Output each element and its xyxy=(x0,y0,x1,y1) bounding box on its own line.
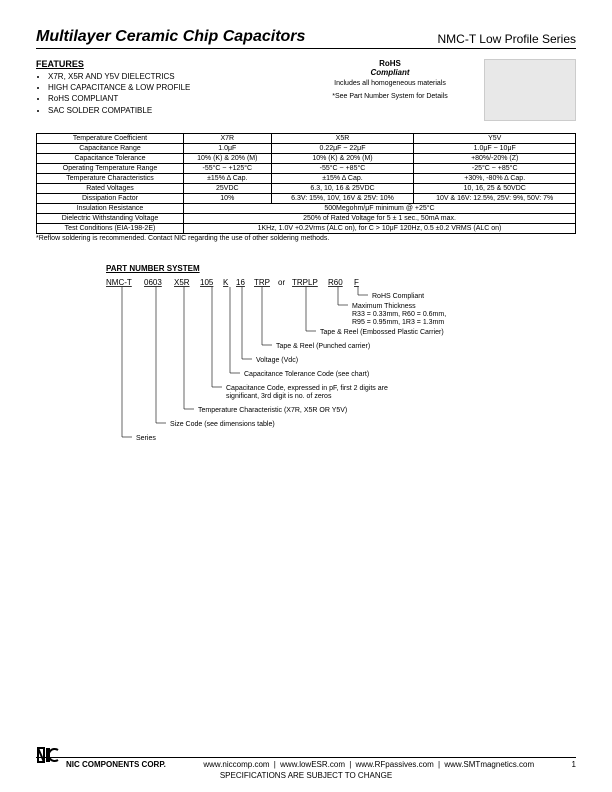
page-number: 1 xyxy=(572,760,576,769)
svg-text:Maximum Thickness: Maximum Thickness xyxy=(352,303,416,310)
features-row: FEATURES X7R, X5R AND Y5V DIELECTRICS HI… xyxy=(36,59,576,121)
series-label: NMC-T Low Profile Series xyxy=(438,32,576,46)
svg-text:NMC-T: NMC-T xyxy=(106,278,132,287)
svg-text:Capacitance Tolerance Code (se: Capacitance Tolerance Code (see chart) xyxy=(244,371,369,378)
rohs-sub: Includes all homogeneous materials xyxy=(296,80,484,87)
svg-text:Size Code (see dimensions tabl: Size Code (see dimensions table) xyxy=(170,421,275,428)
svg-text:Capacitance Code, expressed in: Capacitance Code, expressed in pF, first… xyxy=(226,385,388,392)
page-title: Multilayer Ceramic Chip Capacitors xyxy=(36,28,305,46)
header: Multilayer Ceramic Chip Capacitors NMC-T… xyxy=(36,28,576,49)
svg-text:105: 105 xyxy=(200,278,214,287)
feature-item: HIGH CAPACITANCE & LOW PROFILE xyxy=(48,82,296,93)
feature-item: RoHS COMPLIANT xyxy=(48,93,296,104)
pns-heading: PART NUMBER SYSTEM xyxy=(106,264,576,273)
spec-table: Temperature CoefficientX7RX5RY5VCapacita… xyxy=(36,133,576,234)
features: FEATURES X7R, X5R AND Y5V DIELECTRICS HI… xyxy=(36,59,296,121)
pns-diagram: NMC-T 0603 X5R 105 K 16 TRP or TRPLP R60 F RoHS Com… xyxy=(106,275,526,475)
features-heading: FEATURES xyxy=(36,59,296,69)
svg-text:Tape & Reel (Punched carrier): Tape & Reel (Punched carrier) xyxy=(276,343,370,350)
reflow-note: *Reflow soldering is recommended. Contac… xyxy=(36,235,576,242)
rohs-compliant: Compliant xyxy=(296,68,484,77)
rohs-col: RoHS Compliant Includes all homogeneous … xyxy=(296,59,484,121)
svg-text:R95 = 0.95mm, 1R3 = 1.3mm: R95 = 0.95mm, 1R3 = 1.3mm xyxy=(352,319,444,326)
rohs-note: *See Part Number System for Details xyxy=(296,93,484,100)
svg-text:Series: Series xyxy=(136,435,156,442)
features-list: X7R, X5R AND Y5V DIELECTRICS HIGH CAPACI… xyxy=(36,71,296,116)
svg-text:Temperature Characteristic (X7: Temperature Characteristic (X7R, X5R OR … xyxy=(198,407,347,414)
svg-text:Voltage (Vdc): Voltage (Vdc) xyxy=(256,357,298,364)
svg-text:Tape & Reel (Embossed Plastic: Tape & Reel (Embossed Plastic Carrier) xyxy=(320,329,444,336)
footer-links: www.niccomp.com | www.lowESR.com | www.R… xyxy=(166,760,572,769)
svg-text:0603: 0603 xyxy=(144,278,162,287)
svg-text:significant, 3rd digit is no.: significant, 3rd digit is no. of zeros xyxy=(226,393,332,400)
product-image xyxy=(484,59,576,121)
footer-bar: NIC COMPONENTS CORP. www.niccomp.com | w… xyxy=(36,757,576,769)
svg-text:TRP: TRP xyxy=(254,278,270,287)
svg-text:K: K xyxy=(223,278,229,287)
svg-text:X5R: X5R xyxy=(174,278,190,287)
svg-text:or: or xyxy=(278,278,285,287)
svg-text:RoHS Compliant: RoHS Compliant xyxy=(372,293,424,300)
footer: NIC COMPONENTS CORP. www.niccomp.com | w… xyxy=(36,757,576,780)
svg-text:F: F xyxy=(354,278,359,287)
page: Multilayer Ceramic Chip Capacitors NMC-T… xyxy=(0,0,612,792)
svg-text:R33 = 0.33mm, R60 = 0.6mm,: R33 = 0.33mm, R60 = 0.6mm, xyxy=(352,311,446,318)
corp-name: NIC COMPONENTS CORP. xyxy=(66,760,166,769)
feature-item: X7R, X5R AND Y5V DIELECTRICS xyxy=(48,71,296,82)
svg-text:16: 16 xyxy=(236,278,245,287)
svg-text:R60: R60 xyxy=(328,278,343,287)
svg-text:TRPLP: TRPLP xyxy=(292,278,318,287)
feature-item: SAC SOLDER COMPATIBLE xyxy=(48,105,296,116)
spec-change: SPECIFICATIONS ARE SUBJECT TO CHANGE xyxy=(36,771,576,780)
part-number-system: PART NUMBER SYSTEM NMC-T 0603 X5R 105 K 16 TRP… xyxy=(106,264,576,475)
rohs-title: RoHS xyxy=(296,59,484,68)
